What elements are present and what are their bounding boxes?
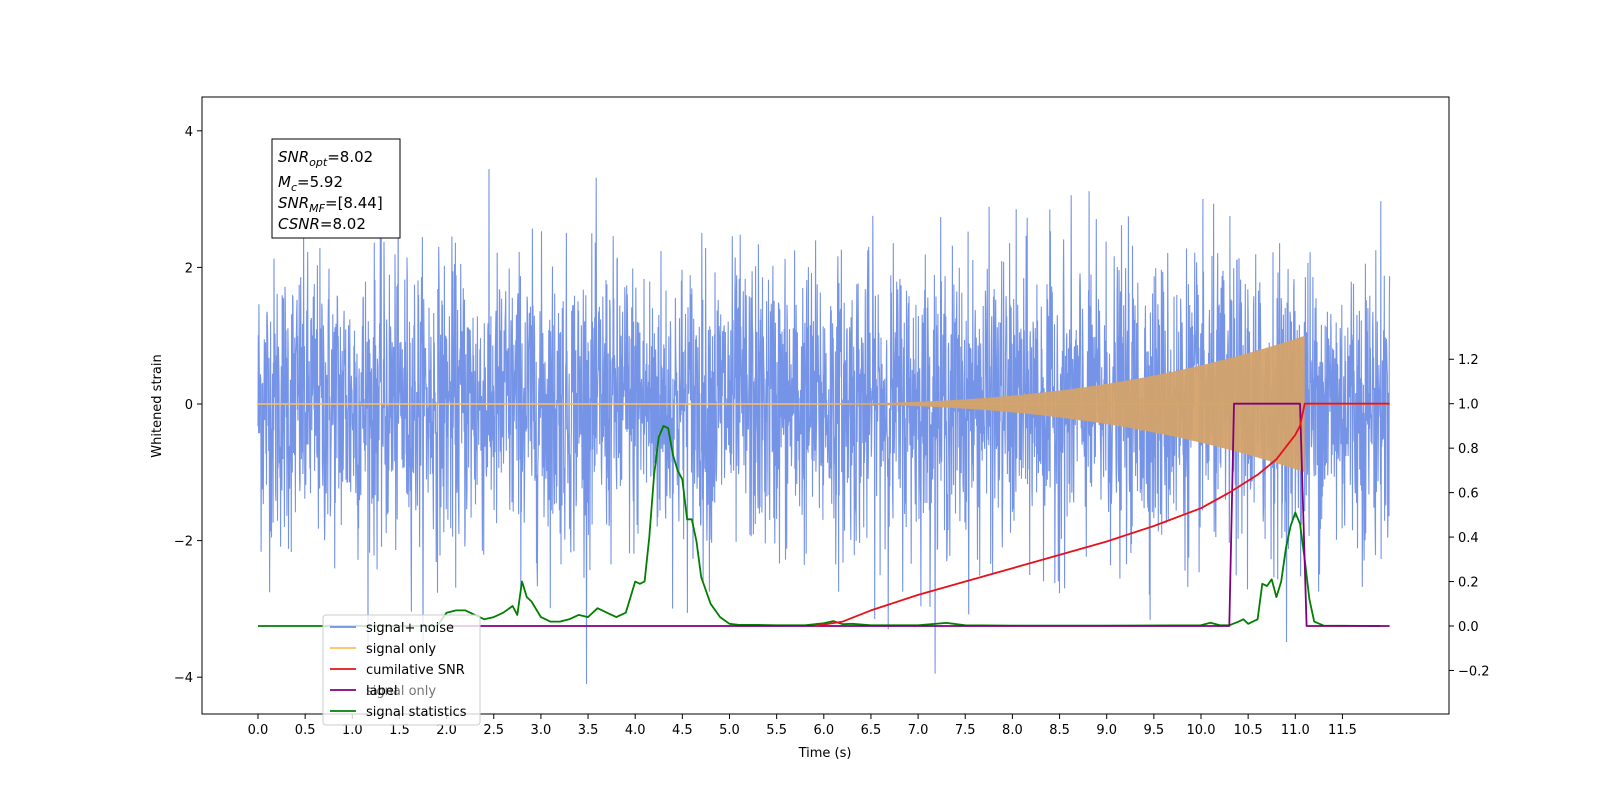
legend-label: cumilative SNR: [366, 663, 465, 678]
svg-text:Mc=5.92: Mc=5.92: [278, 173, 343, 194]
y-right-tick-label: −0.2: [1458, 664, 1490, 679]
x-tick-label: 7.0: [908, 723, 929, 738]
x-tick-label: 11.0: [1281, 723, 1310, 738]
y-right-tick-label: 0.2: [1458, 576, 1479, 591]
mc-symbol: M: [278, 173, 291, 191]
annotation-box: SNRopt=8.02 Mc=5.92 SNRMF=[8.44] CSNR=8.…: [271, 138, 401, 239]
x-tick-label: 9.5: [1144, 723, 1165, 738]
x-tick-label: 1.5: [389, 723, 410, 738]
y-axis-left-ticks: −4 −2 0 2 4: [174, 125, 202, 686]
x-tick-label: 2.5: [483, 723, 504, 738]
snr-mf-sub: MF: [309, 202, 325, 215]
x-tick-label: 3.0: [531, 723, 552, 738]
x-tick-label: 1.0: [342, 723, 363, 738]
signal-only-series: [258, 335, 1390, 473]
legend-label: label: [366, 684, 397, 699]
x-tick-label: 4.0: [625, 723, 646, 738]
y-left-tick-label: 2: [185, 261, 193, 276]
x-tick-label: 0.0: [248, 723, 269, 738]
y-right-tick-label: 0.8: [1458, 442, 1479, 457]
x-tick-label: 7.5: [955, 723, 976, 738]
cumulative-snr-line: [814, 402, 1390, 627]
mc-sub: c: [291, 181, 297, 194]
signal-statistics-line: [258, 424, 1381, 627]
y-left-tick-label: −2: [174, 535, 193, 550]
x-tick-label: 5.0: [719, 723, 740, 738]
cumulative-snr-series: [814, 402, 1390, 627]
snr-opt-symbol: SNR: [278, 148, 309, 166]
svg-text:CSNR=8.02: CSNR=8.02: [278, 215, 366, 233]
legend-label: signal only: [366, 642, 436, 657]
legend: signal only signal+ noise signal only cumi…: [322, 614, 481, 726]
legend-label: signal+ noise: [366, 621, 454, 636]
csnr-symbol: CSNR: [278, 215, 320, 233]
y-left-tick-label: 0: [185, 398, 193, 413]
x-tick-label: 5.5: [766, 723, 787, 738]
mc-value: =5.92: [297, 173, 343, 191]
x-tick-label: 6.0: [813, 723, 834, 738]
y-left-tick-label: −4: [174, 671, 193, 686]
x-tick-label: 8.0: [1002, 723, 1023, 738]
snr-mf-value: =[8.44]: [325, 194, 383, 212]
y-right-tick-label: 0.4: [1458, 531, 1479, 546]
x-tick-label: 4.5: [672, 723, 693, 738]
x-tick-label: 9.0: [1096, 723, 1117, 738]
x-tick-label: 10.0: [1187, 723, 1216, 738]
x-tick-label: 0.5: [295, 723, 316, 738]
y-axis-label: Whitened strain: [150, 354, 165, 457]
x-tick-label: 3.5: [578, 723, 599, 738]
x-tick-label: 11.5: [1328, 723, 1357, 738]
label-series: [446, 402, 1390, 627]
x-tick-label: 6.5: [861, 723, 882, 738]
legend-overlap-text: signal only: [366, 684, 436, 699]
y-axis-right-ticks: −0.2 0.0 0.2 0.4 0.6 0.8 1.0 1.2: [1449, 353, 1490, 679]
csnr-value: =8.02: [320, 215, 366, 233]
svg-text:SNRMF=[8.44]: SNRMF=[8.44]: [278, 194, 383, 215]
snr-opt-value: =8.02: [327, 148, 373, 166]
x-tick-label: 8.5: [1049, 723, 1070, 738]
y-left-tick-label: 4: [185, 125, 193, 140]
x-axis-ticks: 0.0 0.5 1.0 1.5 2.0 2.5 3.0 3.5 4.0 4.5 5.0 5.5 6.0 6…: [248, 714, 1357, 738]
signal-statistics-series: [258, 424, 1381, 627]
y-right-tick-label: 0.6: [1458, 487, 1479, 502]
y-right-tick-label: 1.2: [1458, 353, 1479, 368]
signal-only-chirp: [776, 335, 1305, 473]
snr-opt-sub: opt: [309, 156, 328, 169]
y-right-tick-label: 1.0: [1458, 398, 1479, 413]
x-tick-label: 10.5: [1234, 723, 1263, 738]
svg-text:SNRopt=8.02: SNRopt=8.02: [278, 148, 373, 169]
plot-frame: [201, 96, 1450, 715]
label-line: [446, 402, 1390, 627]
legend-label: signal statistics: [366, 705, 467, 720]
x-axis-label: Time (s): [798, 746, 852, 761]
y-right-tick-label: 0.0: [1458, 620, 1479, 635]
x-tick-label: 2.0: [436, 723, 457, 738]
snr-mf-symbol: SNR: [278, 194, 309, 212]
